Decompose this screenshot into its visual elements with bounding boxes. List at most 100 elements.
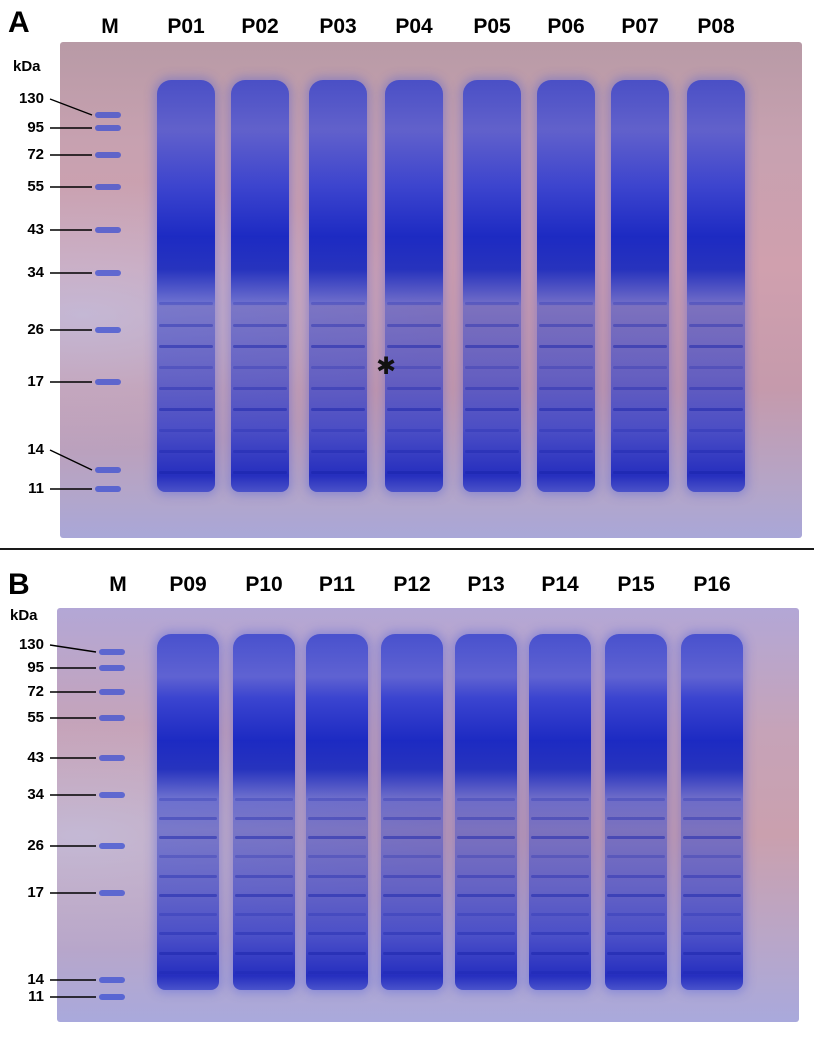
panel-a: A M kDa P01 P02 P03 P04 P05 P06 P07 P08 130 95 72…: [8, 6, 802, 538]
gel-band: [683, 970, 741, 974]
gel-band: [311, 470, 365, 474]
marker-ladder-lane: [93, 42, 123, 538]
gel-band: [159, 951, 217, 955]
gel-band: [233, 407, 287, 411]
gel-band: [531, 913, 589, 917]
gel-band: [607, 893, 665, 897]
unit-label: kDa: [10, 607, 38, 624]
gel-band: [531, 932, 589, 936]
panel-b: B M kDa P09 P10 P11 P12 P13 P14 P15 P16 130 95 72…: [0, 552, 814, 1039]
ladder-band-95: [99, 665, 125, 671]
gel-band: [233, 449, 287, 453]
gel-band: [683, 951, 741, 955]
gel-band: [531, 855, 589, 859]
marker-lane-label: M: [101, 15, 119, 38]
gel-band: [607, 874, 665, 878]
ladder-band-11: [95, 486, 121, 492]
ladder-band-43: [95, 227, 121, 233]
gel-band: [465, 470, 519, 474]
mw-label-130: 130: [18, 636, 44, 653]
panel-letter: A: [8, 6, 30, 39]
panel-divider: [0, 548, 814, 550]
gel-band: [607, 855, 665, 859]
ladder-band-95: [95, 125, 121, 131]
gel-band: [689, 365, 743, 369]
gel-band: [457, 913, 515, 917]
gel-band: [308, 970, 366, 974]
gel-band: [683, 855, 741, 859]
gel-band: [539, 365, 593, 369]
gel-band: [387, 407, 441, 411]
mw-label-26: 26: [27, 321, 44, 338]
gel-band: [311, 449, 365, 453]
gel-band: [159, 874, 217, 878]
mw-label-26: 26: [27, 837, 44, 854]
gel-band: [613, 407, 667, 411]
mw-label-43: 43: [27, 221, 44, 238]
gel-band: [233, 365, 287, 369]
ladder-band-26: [95, 327, 121, 333]
ladder-band-130: [95, 112, 121, 118]
gel-band: [308, 893, 366, 897]
gel-band: [613, 428, 667, 432]
gel-band: [387, 449, 441, 453]
lane-label-p06: P06: [547, 15, 585, 38]
gel-band: [613, 323, 667, 327]
gel-band: [465, 302, 519, 306]
gel-band: [159, 932, 217, 936]
lane-label-p03: P03: [319, 15, 357, 38]
ladder-band-72: [99, 689, 125, 695]
gel-band: [689, 344, 743, 348]
gel-band: [607, 932, 665, 936]
gel-band: [387, 386, 441, 390]
gel-band: [387, 344, 441, 348]
mw-label-130: 130: [18, 90, 44, 107]
gel-band: [308, 855, 366, 859]
ladder-band-26: [99, 843, 125, 849]
mw-label-43: 43: [27, 749, 44, 766]
gel-band: [465, 365, 519, 369]
gel-band: [613, 386, 667, 390]
gel-band: [531, 816, 589, 820]
gel-band: [159, 913, 217, 917]
gel-band: [159, 893, 217, 897]
gel-band: [235, 913, 293, 917]
gel-band: [613, 365, 667, 369]
marker-ladder-lane: [97, 608, 127, 1022]
leader-line-130: [49, 98, 93, 116]
gel-band: [235, 816, 293, 820]
gel-band: [383, 874, 441, 878]
gel-band: [311, 365, 365, 369]
lane-label-p10: P10: [245, 573, 283, 596]
gel-band: [457, 855, 515, 859]
gel-band: [383, 913, 441, 917]
gel-lane-p11: [306, 634, 368, 990]
gel-band: [387, 323, 441, 327]
lane-label-p15: P15: [617, 573, 655, 596]
gel-band: [233, 386, 287, 390]
gel-band: [539, 344, 593, 348]
gel-band: [539, 449, 593, 453]
gel-band: [689, 407, 743, 411]
ladder-band-43: [99, 755, 125, 761]
gel-band: [233, 470, 287, 474]
lane-label-p09: P09: [169, 573, 207, 596]
lane-label-p07: P07: [621, 15, 659, 38]
gel-band: [383, 797, 441, 801]
ladder-band-130: [99, 649, 125, 655]
lane-label-p16: P16: [693, 573, 731, 596]
ladder-band-72: [95, 152, 121, 158]
ladder-band-14: [99, 977, 125, 983]
lane-label-p14: P14: [541, 573, 579, 596]
mw-label-72: 72: [27, 683, 44, 700]
gel-lane-p13: [455, 634, 517, 990]
ladder-band-34: [99, 792, 125, 798]
gel-band: [159, 836, 217, 840]
gel-band: [539, 302, 593, 306]
gel-band: [159, 386, 213, 390]
gel-band: [457, 874, 515, 878]
marker-leader-lines: [49, 644, 97, 998]
gel-band: [383, 970, 441, 974]
leader-line-14: [49, 449, 93, 471]
gel-lane-p14: [529, 634, 591, 990]
